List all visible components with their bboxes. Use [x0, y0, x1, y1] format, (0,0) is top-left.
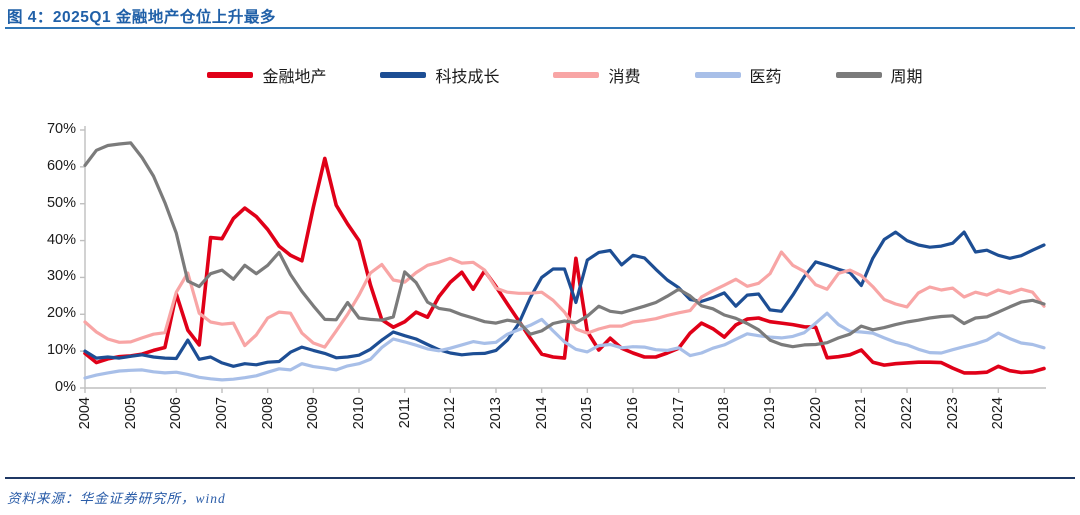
- legend-swatch-icon: [207, 72, 254, 78]
- legend-label: 医药: [749, 69, 782, 86]
- y-tick-label: 50%: [46, 194, 76, 211]
- source-note: 资料来源：华金证券研究所，wind: [7, 491, 226, 506]
- x-tick-label: 2024: [990, 397, 1007, 430]
- chart-legend: 金融地产 科技成长 消费 医药 周期: [85, 62, 1045, 88]
- x-tick-label: 2021: [853, 397, 870, 430]
- x-tick-label: 2013: [488, 397, 504, 430]
- legend-item-周期: 周期: [835, 63, 923, 87]
- x-tick-label: 2006: [168, 397, 185, 430]
- series-line-医药: [83, 311, 1046, 382]
- legend-item-消费: 消费: [553, 63, 641, 87]
- y-tick-label: 60%: [46, 157, 76, 174]
- y-tick-label: 70%: [46, 121, 76, 137]
- x-tick-label: 2004: [77, 397, 93, 430]
- x-tick-label: 2018: [716, 397, 733, 430]
- legend-item-医药: 医药: [694, 63, 782, 87]
- y-tick-label: 30%: [46, 268, 76, 285]
- legend-swatch-icon: [380, 72, 427, 78]
- x-tick-label: 2020: [807, 397, 824, 430]
- legend-item-金融地产: 金融地产: [207, 63, 326, 87]
- x-tick-label: 2005: [122, 397, 139, 430]
- x-tick-label: 2014: [533, 397, 550, 430]
- legend-label: 周期: [890, 69, 923, 86]
- legend-label: 科技成长: [435, 69, 500, 86]
- x-tick-label: 2009: [305, 397, 322, 430]
- series-line-消费: [83, 250, 1046, 349]
- figure-title: 图 4：2025Q1 金融地产仓位上升最多: [7, 9, 276, 26]
- legend-swatch-icon: [835, 72, 882, 78]
- y-tick-label: 10%: [46, 342, 76, 359]
- series-line-周期: [83, 141, 1046, 349]
- y-tick-label: 40%: [46, 231, 76, 248]
- x-tick-label: 2010: [351, 397, 367, 430]
- x-tick-label: 2022: [899, 397, 915, 430]
- legend-item-科技成长: 科技成长: [380, 63, 499, 87]
- x-tick-label: 2016: [625, 397, 641, 430]
- legend-swatch-icon: [553, 72, 600, 78]
- x-tick-label: 2017: [670, 397, 687, 430]
- footer-divider: [5, 477, 1075, 479]
- x-tick-label: 2011: [396, 397, 413, 429]
- y-tick-label: 0%: [55, 379, 76, 395]
- x-tick-label: 2023: [944, 397, 961, 430]
- legend-label: 消费: [608, 69, 641, 86]
- y-tick-label: 20%: [46, 305, 76, 322]
- x-tick-label: 2008: [259, 397, 276, 430]
- x-tick-label: 2015: [579, 397, 596, 430]
- series-line-金融地产: [83, 156, 1046, 375]
- x-tick-label: 2012: [442, 397, 459, 430]
- legend-swatch-icon: [694, 72, 741, 78]
- x-tick-label: 2007: [214, 397, 230, 430]
- legend-label: 金融地产: [262, 69, 327, 86]
- title-divider: [5, 27, 1075, 29]
- series-line-科技成长: [83, 230, 1046, 368]
- x-tick-label: 2019: [762, 397, 778, 430]
